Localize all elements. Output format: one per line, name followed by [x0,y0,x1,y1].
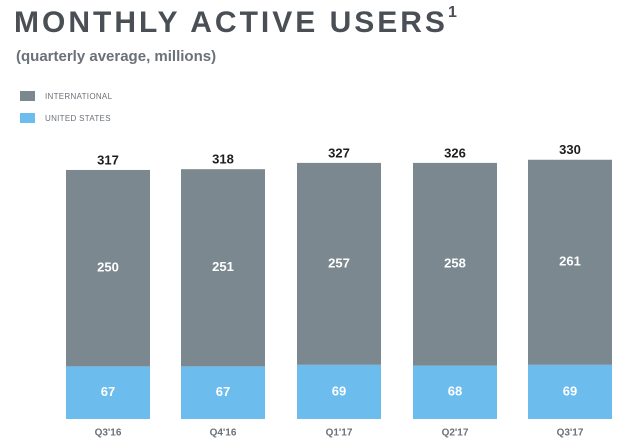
legend-label-international: INTERNATIONAL [45,91,113,101]
legend-item-united-states: UNITED STATES [20,112,112,124]
label-international-q3-17: 261 [559,254,581,269]
label-us-q3-16: 67 [101,384,115,399]
x-tick-q1-17: Q1'17 [326,428,353,439]
label-total-q2-17: 326 [444,145,466,160]
bar-international-q4-16 [181,169,265,367]
bar-us-q4-16 [181,366,265,419]
label-international-q1-17: 257 [328,255,350,270]
label-international-q2-17: 258 [444,256,466,271]
legend-item-international: INTERNATIONAL [20,90,112,102]
label-international-q3-16: 250 [97,260,119,275]
label-total-q3-16: 317 [97,152,119,167]
label-total-q1-17: 327 [328,145,350,160]
legend-label-united-states: UNITED STATES [45,113,111,123]
x-tick-q2-17: Q2'17 [442,428,469,439]
bar-international-q2-17 [413,162,497,366]
bar-us-q3-16 [66,366,150,419]
label-total-q4-16: 318 [212,152,234,167]
bar-us-q3-17 [528,364,612,419]
x-tick-q4-16: Q4'16 [210,428,237,439]
label-us-q4-16: 67 [216,384,230,399]
label-total-q3-17: 330 [559,142,581,157]
bar-us-q2-17 [413,365,497,419]
bar-international-q1-17 [297,162,381,365]
bar-international-q3-17 [528,159,612,365]
x-tick-q3-17: Q3'17 [557,428,584,439]
label-us-q2-17: 68 [448,384,462,399]
title-footnote: 1 [447,4,457,21]
x-tick-q3-16: Q3'16 [95,428,122,439]
bar-international-q3-16 [66,169,150,367]
bar-us-q1-17 [297,364,381,419]
label-us-q3-17: 69 [563,383,577,398]
chart-title: MONTHLY ACTIVE USERS1 [14,4,457,39]
legend-swatch-united-states [20,113,35,123]
chart-legend: INTERNATIONAL UNITED STATES [20,90,112,134]
label-us-q1-17: 69 [332,383,346,398]
legend-swatch-international [20,91,35,101]
chart-subtitle: (quarterly average, millions) [16,48,217,65]
label-international-q4-16: 251 [212,259,234,274]
